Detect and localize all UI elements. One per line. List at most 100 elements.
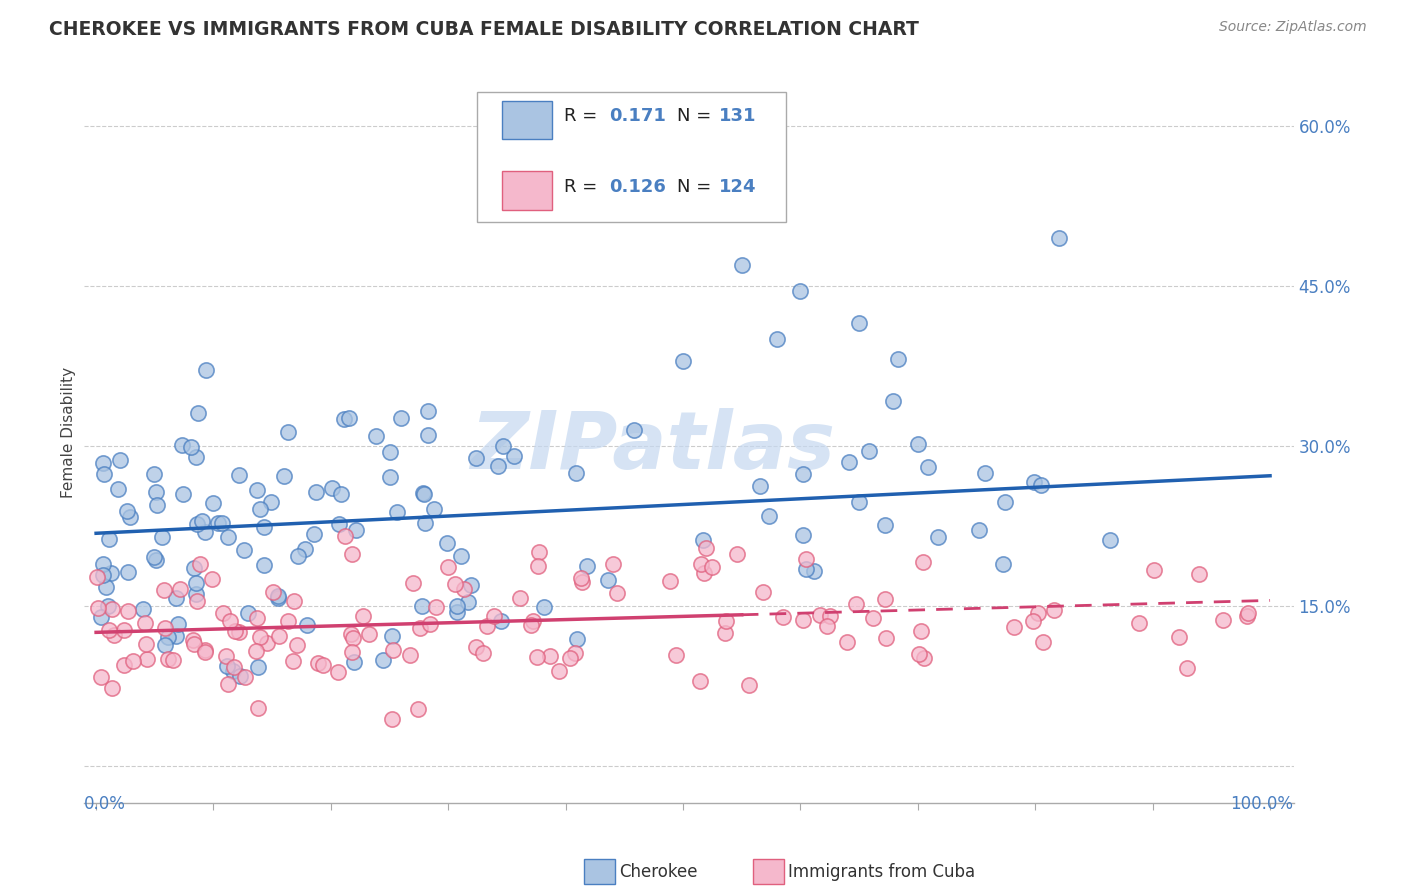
Point [236, 606, 259, 620]
Point [475, 619, 498, 633]
Point [419, 616, 441, 631]
Point [112, 657, 135, 672]
Point [98, 624, 121, 638]
Point [337, 411, 360, 425]
Text: N =: N = [676, 178, 717, 196]
Point [294, 542, 316, 557]
Point [262, 585, 284, 599]
Point [228, 625, 250, 640]
Point [132, 602, 155, 616]
FancyBboxPatch shape [754, 859, 785, 884]
Point [117, 604, 139, 618]
Point [103, 627, 125, 641]
Point [520, 618, 543, 632]
Point [862, 611, 884, 625]
Point [1047, 231, 1070, 245]
Point [1002, 620, 1025, 634]
Point [217, 677, 239, 691]
Point [228, 468, 250, 483]
Point [246, 701, 269, 715]
Point [143, 549, 166, 564]
Point [136, 652, 159, 666]
Point [277, 425, 299, 439]
Point [211, 516, 233, 530]
Point [716, 614, 738, 628]
Point [413, 516, 436, 530]
Point [295, 618, 318, 632]
Point [97, 599, 120, 613]
Point [287, 549, 309, 564]
Point [302, 527, 325, 541]
Point [186, 594, 208, 608]
Point [731, 258, 754, 272]
Point [217, 658, 239, 673]
Point [187, 406, 209, 420]
Point [464, 640, 486, 655]
Point [86, 570, 108, 584]
Point [453, 582, 475, 596]
Point [1236, 606, 1258, 620]
Point [602, 188, 624, 202]
Point [848, 495, 870, 509]
Point [401, 576, 423, 591]
Point [246, 611, 269, 625]
Point [312, 658, 335, 673]
Point [457, 595, 479, 609]
Point [411, 599, 433, 614]
Point [183, 637, 205, 651]
Point [844, 597, 866, 611]
Point [967, 524, 990, 538]
Point [94, 580, 117, 594]
Point [752, 584, 775, 599]
Point [170, 438, 193, 452]
Point [446, 599, 468, 614]
Point [406, 702, 429, 716]
Point [486, 458, 509, 473]
Point [118, 509, 141, 524]
Point [233, 543, 256, 558]
Point [1175, 661, 1198, 675]
Point [692, 533, 714, 548]
Point [875, 631, 897, 645]
Point [256, 636, 278, 650]
Point [1042, 603, 1064, 617]
Point [973, 466, 995, 480]
Point [789, 285, 811, 299]
Point [340, 645, 363, 659]
Point [153, 582, 176, 597]
Point [165, 591, 187, 605]
Point [93, 467, 115, 481]
Point [115, 504, 138, 518]
Point [246, 483, 269, 497]
Point [186, 587, 208, 601]
Point [253, 558, 276, 573]
Point [91, 557, 114, 571]
Point [416, 404, 439, 418]
Point [153, 621, 176, 635]
Point [87, 601, 110, 615]
Point [90, 669, 112, 683]
Point [157, 652, 180, 666]
Point [848, 317, 870, 331]
Point [145, 553, 167, 567]
Point [285, 638, 308, 652]
Point [245, 644, 267, 658]
Point [838, 455, 860, 469]
Point [1098, 533, 1121, 547]
Point [219, 614, 242, 628]
Point [184, 576, 207, 591]
Point [792, 528, 814, 542]
Text: ZIPatlas: ZIPatlas [470, 409, 835, 486]
Point [155, 638, 177, 652]
FancyBboxPatch shape [478, 92, 786, 221]
Point [772, 610, 794, 624]
Point [567, 632, 589, 646]
Point [100, 566, 122, 580]
Point [342, 631, 364, 645]
Point [180, 440, 202, 454]
Point [267, 589, 290, 603]
Point [201, 572, 224, 586]
Point [533, 599, 555, 614]
Point [602, 558, 624, 572]
Point [335, 528, 357, 542]
